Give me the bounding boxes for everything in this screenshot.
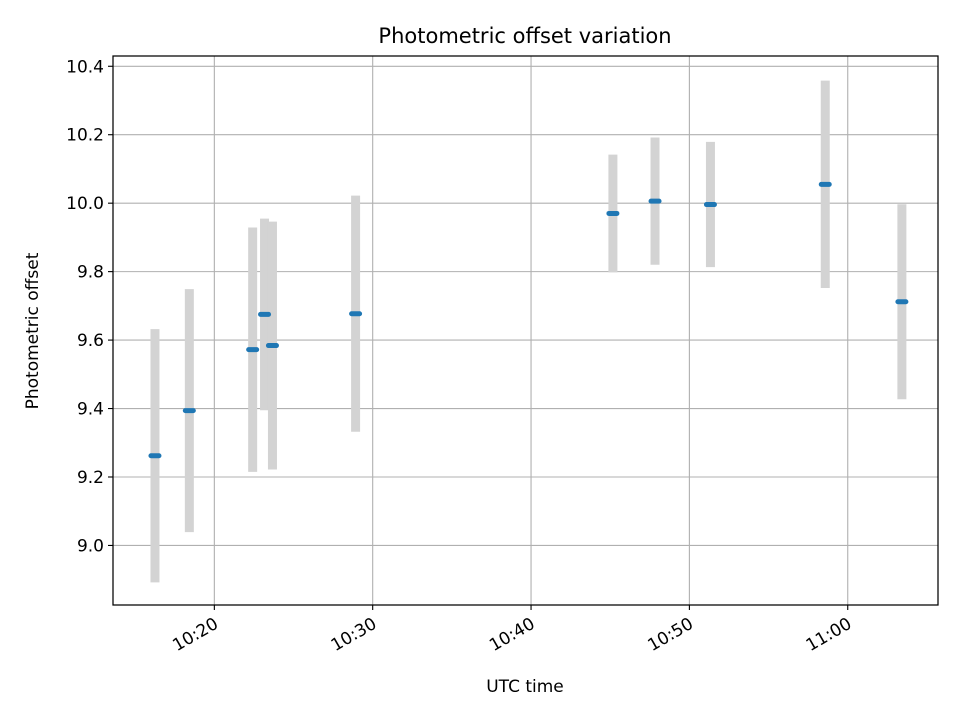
x-tick-label: 10:20 [169, 614, 221, 656]
y-tick-label: 9.8 [77, 263, 104, 283]
y-tick-label: 10.4 [66, 57, 104, 77]
marker-layer [148, 181, 909, 459]
y-tick-label: 9.0 [77, 536, 104, 556]
x-tick-label: 10:30 [328, 614, 380, 656]
x-tick-label: 10:40 [486, 614, 538, 656]
x-tick-label: 10:50 [644, 614, 696, 656]
y-axis: 9.0 9.2 9.4 9.6 9.8 10.0 10.2 10.4 [66, 57, 113, 556]
errorbar-layer [150, 80, 907, 583]
y-tick-label: 10.2 [66, 126, 104, 146]
x-tick-label: 11:00 [803, 614, 855, 656]
plot-frame [112, 55, 939, 606]
x-axis: 10:20 10:30 10:40 10:50 11:00 [169, 605, 855, 656]
x-axis-label: UTC time [486, 677, 564, 697]
chart-title: Photometric offset variation [378, 24, 671, 48]
y-tick-label: 10.0 [66, 194, 104, 214]
grid-layer [113, 56, 938, 605]
y-tick-label: 9.4 [77, 400, 104, 420]
y-tick-label: 9.6 [77, 331, 104, 351]
y-tick-label: 9.2 [77, 468, 104, 488]
y-axis-label: Photometric offset [23, 252, 43, 409]
